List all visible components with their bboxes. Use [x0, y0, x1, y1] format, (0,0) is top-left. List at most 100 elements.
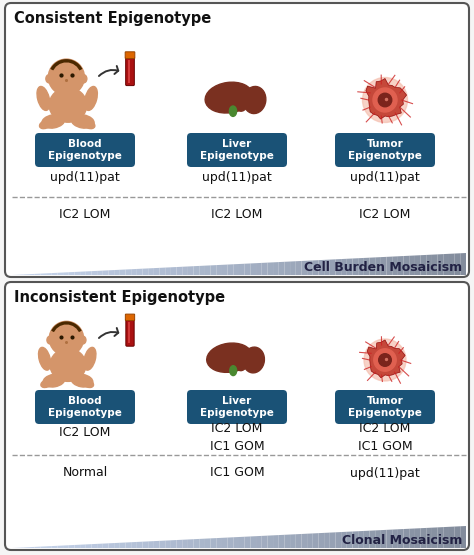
Polygon shape: [40, 546, 46, 548]
Polygon shape: [319, 533, 324, 548]
Text: Cell Burden Mosaicism: Cell Burden Mosaicism: [304, 261, 462, 274]
Polygon shape: [256, 263, 262, 275]
Polygon shape: [324, 533, 330, 548]
Ellipse shape: [41, 380, 52, 387]
Polygon shape: [80, 544, 86, 548]
Polygon shape: [182, 539, 188, 548]
Polygon shape: [228, 264, 233, 275]
Polygon shape: [432, 254, 438, 275]
Polygon shape: [86, 271, 91, 275]
Polygon shape: [188, 266, 193, 275]
Polygon shape: [63, 273, 69, 275]
Polygon shape: [222, 538, 228, 548]
Ellipse shape: [243, 347, 264, 373]
Polygon shape: [262, 263, 267, 275]
FancyBboxPatch shape: [187, 390, 287, 424]
Polygon shape: [165, 541, 171, 548]
Ellipse shape: [50, 349, 86, 381]
Circle shape: [378, 93, 392, 107]
Polygon shape: [131, 542, 137, 548]
Polygon shape: [51, 321, 82, 332]
Ellipse shape: [46, 75, 53, 83]
Text: upd(11)pat: upd(11)pat: [202, 170, 272, 184]
Polygon shape: [143, 269, 148, 275]
Text: IC2 LOM
IC1 GOM: IC2 LOM IC1 GOM: [358, 421, 412, 452]
Polygon shape: [415, 528, 420, 548]
Polygon shape: [443, 254, 449, 275]
Polygon shape: [222, 265, 228, 275]
Polygon shape: [91, 271, 97, 275]
Polygon shape: [449, 527, 455, 548]
Polygon shape: [228, 537, 233, 548]
Polygon shape: [182, 266, 188, 275]
Polygon shape: [301, 534, 307, 548]
Polygon shape: [250, 536, 256, 548]
Polygon shape: [23, 547, 29, 548]
Polygon shape: [387, 256, 392, 275]
Ellipse shape: [84, 87, 97, 110]
FancyBboxPatch shape: [5, 3, 469, 277]
Polygon shape: [341, 532, 347, 548]
Polygon shape: [341, 259, 347, 275]
Text: IC2 LOM: IC2 LOM: [359, 209, 410, 221]
Polygon shape: [438, 527, 443, 548]
Polygon shape: [273, 535, 279, 548]
Polygon shape: [57, 546, 63, 548]
Text: Liver
Epigenotype: Liver Epigenotype: [200, 139, 274, 161]
Polygon shape: [126, 542, 131, 548]
Polygon shape: [307, 533, 313, 548]
FancyBboxPatch shape: [5, 282, 469, 550]
Ellipse shape: [38, 347, 51, 370]
Ellipse shape: [233, 346, 248, 371]
Polygon shape: [193, 266, 199, 275]
Circle shape: [374, 349, 396, 371]
Polygon shape: [193, 539, 199, 548]
Polygon shape: [367, 340, 405, 378]
Ellipse shape: [205, 82, 253, 113]
Polygon shape: [364, 531, 370, 548]
Polygon shape: [403, 529, 409, 548]
Polygon shape: [358, 258, 364, 275]
Text: Consistent Epigenotype: Consistent Epigenotype: [14, 11, 211, 26]
Polygon shape: [353, 531, 358, 548]
Polygon shape: [239, 537, 245, 548]
Text: upd(11)pat: upd(11)pat: [350, 170, 420, 184]
Polygon shape: [69, 272, 74, 275]
Polygon shape: [233, 264, 239, 275]
Ellipse shape: [229, 106, 237, 117]
Text: IC2 LOM: IC2 LOM: [59, 426, 111, 440]
Polygon shape: [199, 539, 205, 548]
Polygon shape: [46, 546, 52, 548]
Ellipse shape: [49, 88, 87, 122]
Polygon shape: [460, 526, 466, 548]
Polygon shape: [279, 535, 284, 548]
Polygon shape: [403, 256, 409, 275]
Polygon shape: [80, 271, 86, 275]
Polygon shape: [336, 532, 341, 548]
Polygon shape: [330, 259, 336, 275]
Polygon shape: [262, 536, 267, 548]
Polygon shape: [210, 265, 216, 275]
Polygon shape: [409, 528, 415, 548]
Polygon shape: [216, 265, 222, 275]
Ellipse shape: [233, 85, 249, 111]
Ellipse shape: [71, 374, 93, 387]
Polygon shape: [245, 264, 250, 275]
FancyBboxPatch shape: [187, 133, 287, 167]
Polygon shape: [165, 268, 171, 275]
Polygon shape: [23, 274, 29, 275]
Polygon shape: [114, 270, 120, 275]
Text: Blood
Epigenotype: Blood Epigenotype: [48, 396, 122, 418]
Polygon shape: [455, 526, 460, 548]
Polygon shape: [375, 257, 381, 275]
Ellipse shape: [84, 347, 96, 370]
Polygon shape: [239, 264, 245, 275]
Polygon shape: [460, 253, 466, 275]
Polygon shape: [205, 265, 210, 275]
Polygon shape: [35, 547, 40, 548]
Polygon shape: [29, 547, 35, 548]
Polygon shape: [74, 272, 80, 275]
Ellipse shape: [39, 120, 51, 129]
Polygon shape: [370, 258, 375, 275]
Polygon shape: [63, 545, 69, 548]
